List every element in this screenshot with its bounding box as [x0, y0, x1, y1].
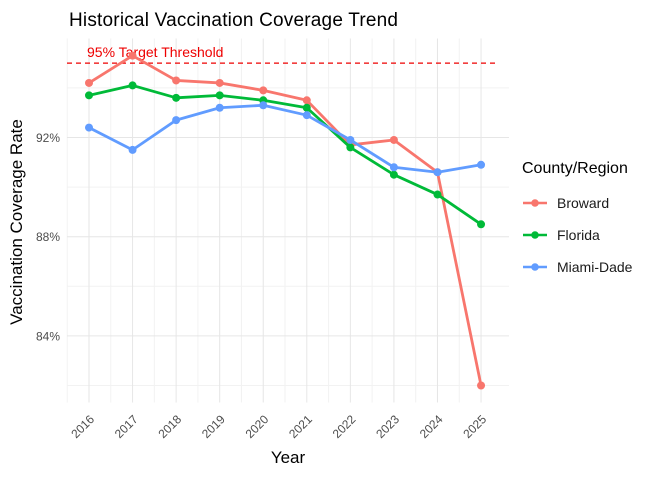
data-point [302, 96, 311, 105]
x-tick-label: 2018 [155, 412, 184, 441]
legend-key-icon [523, 231, 547, 239]
legend-key-icon [523, 263, 547, 271]
legend: County/Region Broward Florida Miami-Dade [522, 160, 670, 288]
y-tick-label: 92% [36, 131, 60, 145]
x-tick-label: 2017 [112, 412, 141, 441]
x-tick-label: 2021 [286, 412, 315, 441]
legend-label: Miami-Dade [557, 259, 633, 275]
data-point [85, 78, 93, 87]
data-point [172, 116, 181, 125]
data-point [389, 170, 398, 179]
data-point [172, 76, 181, 85]
data-point [215, 91, 224, 100]
legend-label: Florida [557, 227, 600, 243]
data-point [346, 143, 355, 152]
data-point [259, 101, 268, 110]
legend-item-miami-dade: Miami-Dade [522, 256, 670, 278]
legend-items: Broward Florida Miami-Dade [522, 192, 670, 278]
series-line-florida [87, 84, 483, 226]
data-point [259, 86, 268, 95]
x-axis-label: Year [270, 448, 306, 467]
x-tick-label: 2020 [243, 412, 272, 441]
legend-title: County/Region [522, 160, 628, 177]
data-point [477, 381, 486, 390]
y-tick-label: 88% [36, 230, 60, 244]
data-point [128, 51, 137, 60]
x-tick-label: 2022 [330, 412, 359, 441]
series-line-broward [87, 54, 483, 387]
data-point [302, 111, 311, 120]
data-point [172, 93, 181, 102]
x-tick-label: 2019 [199, 412, 228, 441]
legend-key-icon [523, 199, 547, 207]
data-point [433, 168, 442, 177]
data-point [302, 103, 311, 112]
x-tick-label: 2025 [460, 412, 489, 441]
data-point [477, 160, 486, 169]
legend-item-broward: Broward [522, 192, 670, 214]
y-axis-label: Vaccination Coverage Rate [7, 119, 26, 325]
x-tick-label: 2023 [373, 412, 402, 441]
y-tick-label: 84% [36, 329, 60, 343]
data-point [85, 123, 93, 132]
threshold-label: 95% Target Threshold [87, 44, 223, 60]
data-point [389, 163, 398, 172]
data-point [85, 91, 93, 100]
x-tick-label: 2024 [417, 412, 446, 441]
data-point [128, 145, 137, 154]
gridlines [66, 38, 509, 403]
chart-title: Historical Vaccination Coverage Trend [69, 10, 399, 31]
legend-label: Broward [557, 195, 610, 211]
legend-item-florida: Florida [522, 224, 670, 246]
data-point [215, 103, 224, 112]
data-point [346, 135, 355, 144]
series-points-florida [85, 81, 486, 229]
data-point [433, 190, 442, 199]
data-point [477, 220, 486, 229]
data-point [128, 81, 137, 90]
data-point [389, 135, 398, 144]
series-points-miami-dade [85, 101, 486, 177]
x-tick-label: 2016 [68, 412, 97, 441]
series-line-miami-dade [87, 103, 483, 174]
data-point [215, 78, 224, 87]
